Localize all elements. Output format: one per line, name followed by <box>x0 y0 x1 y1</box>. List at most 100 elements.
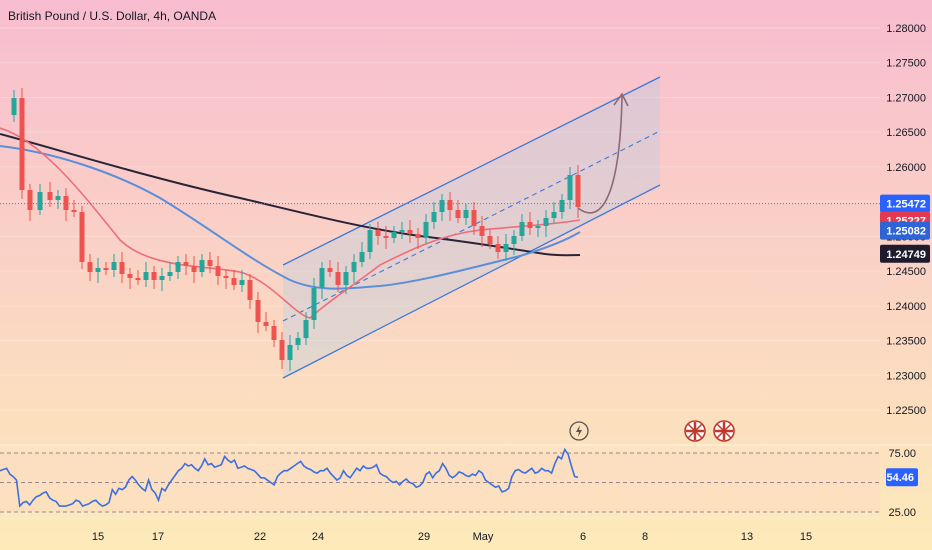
candle-body <box>143 272 149 280</box>
candlestick-series <box>11 88 581 371</box>
candle-body <box>231 278 237 285</box>
candle-body <box>55 196 61 200</box>
uk-flag-icon <box>713 420 735 442</box>
candle-body <box>383 236 389 238</box>
time-tick-label: May <box>473 531 494 543</box>
price-tick-label: 1.27500 <box>886 58 926 70</box>
candle-body <box>159 276 165 280</box>
candle-body <box>399 230 405 232</box>
candle-body <box>37 192 43 210</box>
time-tick-label: 8 <box>642 531 648 543</box>
candle-body <box>79 212 85 262</box>
time-tick-label: 13 <box>741 531 753 543</box>
candle-body <box>527 222 533 228</box>
time-tick-label: 15 <box>92 531 104 543</box>
candle-body <box>511 236 517 244</box>
candle-body <box>343 272 349 285</box>
candle-body <box>319 268 325 288</box>
candle-body <box>495 244 501 252</box>
candle-body <box>431 212 437 222</box>
candle-body <box>11 98 17 115</box>
candle-body <box>455 210 461 218</box>
annotations <box>0 92 880 214</box>
price-tick-label: 1.26000 <box>886 162 926 174</box>
candle-body <box>471 210 477 226</box>
time-tick-label: 29 <box>418 531 430 543</box>
candle-body <box>487 236 493 244</box>
candle-body <box>175 262 181 272</box>
channel-upper-line <box>282 76 661 266</box>
candle-body <box>415 234 421 238</box>
candle-body <box>167 272 173 276</box>
projection-arrow <box>577 95 623 214</box>
candle-body <box>567 175 573 200</box>
price-tag <box>880 221 930 240</box>
price-tick-label: 1.27000 <box>886 92 926 104</box>
rsi-current-tag <box>886 468 918 487</box>
price-tag-label: 1.25082 <box>886 226 926 238</box>
time-axis[interactable]: 15 17 22 24 29 May 6 8 13 15 <box>92 531 812 543</box>
candle-body <box>479 226 485 236</box>
rsi-line <box>0 447 579 508</box>
candle-body <box>311 288 317 320</box>
candle-body <box>19 98 25 190</box>
candle-body <box>535 226 541 228</box>
price-tick-label: 1.28000 <box>886 23 926 35</box>
candle-body <box>263 322 269 326</box>
candle-body <box>575 175 581 207</box>
candle-body <box>215 266 221 276</box>
candle-body <box>503 244 509 252</box>
candle-body <box>127 274 133 278</box>
candle-body <box>439 200 445 212</box>
rsi-level-label: 75.00 <box>888 448 916 460</box>
price-axis[interactable]: 1.280001.275001.270001.265001.260001.255… <box>880 23 930 519</box>
candle-body <box>63 196 69 210</box>
price-tag <box>880 244 930 263</box>
price-tick-label: 1.23000 <box>886 370 926 382</box>
candle-body <box>47 192 53 200</box>
time-tick-label: 22 <box>254 531 266 543</box>
candle-body <box>391 232 397 238</box>
candle-body <box>327 268 333 272</box>
candle-body <box>95 268 101 272</box>
uk-flag-icon <box>684 420 706 442</box>
time-tick-label: 24 <box>312 531 324 543</box>
candle-body <box>351 262 357 272</box>
ma-mid-line <box>0 145 581 290</box>
candle-body <box>87 262 93 272</box>
lightning-icon <box>569 421 589 441</box>
candle-body <box>295 338 301 345</box>
candle-body <box>199 260 205 272</box>
projection-arrowhead <box>613 92 629 107</box>
candle-body <box>71 210 77 212</box>
candle-body <box>303 320 309 338</box>
candle-body <box>271 326 277 340</box>
chart-title: British Pound / U.S. Dollar, 4h, OANDA <box>8 9 217 23</box>
candle-body <box>247 280 253 300</box>
candle-body <box>119 262 125 274</box>
candle-body <box>183 262 189 266</box>
price-tick-label: 1.23500 <box>886 336 926 348</box>
candle-body <box>111 262 117 270</box>
candle-body <box>287 345 293 360</box>
event-markers[interactable] <box>569 420 735 442</box>
candle-body <box>239 280 245 285</box>
price-tick-label: 1.24000 <box>886 301 926 313</box>
candle-body <box>407 230 413 234</box>
rsi-level-label: 25.00 <box>888 507 916 519</box>
candle-body <box>191 266 197 272</box>
candle-body <box>223 276 229 278</box>
candle-body <box>375 230 381 236</box>
candle-body <box>151 272 157 280</box>
channel-fill <box>283 77 660 378</box>
candle-body <box>543 218 549 226</box>
rsi-pane <box>0 444 932 520</box>
candle-body <box>447 200 453 210</box>
channel-lower-line <box>282 184 661 379</box>
price-tick-label: 1.24500 <box>886 266 926 278</box>
time-tick-label: 17 <box>152 531 164 543</box>
candle-body <box>279 340 285 360</box>
candle-body <box>103 268 109 270</box>
price-tick-label: 1.22500 <box>886 405 926 417</box>
